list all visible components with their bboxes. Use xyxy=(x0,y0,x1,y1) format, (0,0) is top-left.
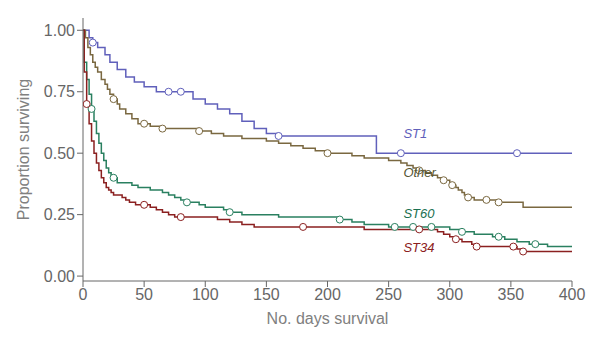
svg-text:No. days survival: No. days survival xyxy=(267,310,389,327)
svg-text:0.75: 0.75 xyxy=(44,83,75,100)
svg-text:300: 300 xyxy=(436,286,463,303)
svg-text:1.00: 1.00 xyxy=(44,22,75,39)
svg-text:100: 100 xyxy=(192,286,219,303)
svg-text:0.00: 0.00 xyxy=(44,268,75,285)
svg-text:400: 400 xyxy=(559,286,586,303)
svg-text:0.50: 0.50 xyxy=(44,145,75,162)
svg-text:Proportion surviving: Proportion surviving xyxy=(15,79,32,220)
svg-text:ST1: ST1 xyxy=(403,126,427,141)
svg-text:250: 250 xyxy=(375,286,402,303)
svg-text:0.25: 0.25 xyxy=(44,206,75,223)
svg-text:0: 0 xyxy=(79,286,88,303)
svg-text:200: 200 xyxy=(314,286,341,303)
svg-text:ST60: ST60 xyxy=(403,206,435,221)
svg-text:Other: Other xyxy=(403,165,436,180)
svg-text:ST34: ST34 xyxy=(403,240,434,255)
svg-text:50: 50 xyxy=(135,286,153,303)
svg-text:150: 150 xyxy=(253,286,280,303)
svg-text:350: 350 xyxy=(498,286,525,303)
